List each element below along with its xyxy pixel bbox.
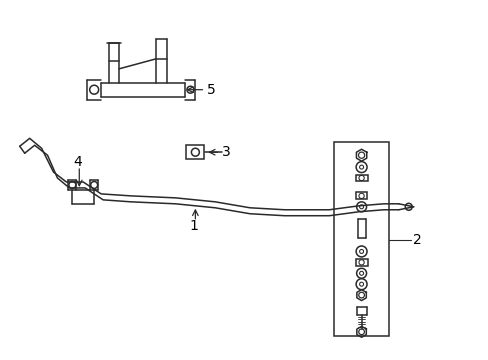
Text: 5: 5 [207, 83, 216, 97]
Text: 2: 2 [412, 233, 421, 247]
Bar [355, 259, 367, 266]
Text: 4: 4 [73, 155, 81, 169]
Text: 3: 3 [222, 145, 230, 159]
Bar [355, 192, 366, 199]
Text: 1: 1 [188, 219, 198, 233]
Bar [334, 142, 388, 336]
Bar [186, 145, 204, 159]
Bar [355, 175, 367, 181]
